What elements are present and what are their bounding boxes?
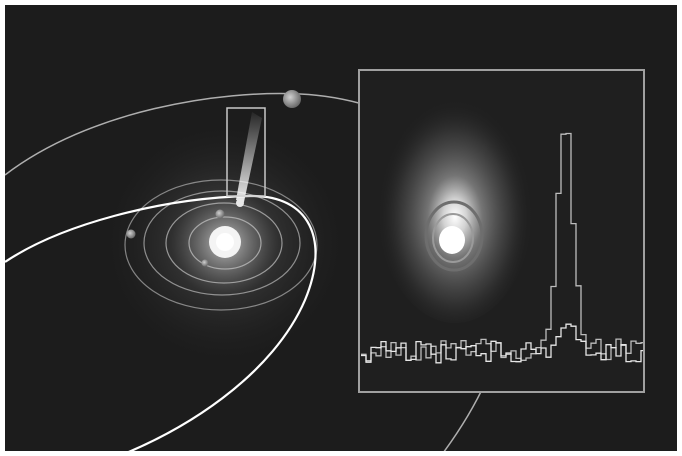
comet-orbit [5,194,317,451]
comet-coma-image [377,87,533,323]
comet-zoom-box [226,107,266,197]
comet [236,199,244,207]
inner-planet [126,229,136,239]
inner-orbit [165,202,283,284]
sun-core [216,233,234,251]
inner-orbit [124,179,318,311]
comet-tail [236,112,262,202]
coma-contour [424,200,484,272]
inset-panel [358,69,645,393]
inner-planet [201,259,209,267]
comet-nucleus [439,226,465,254]
inset-border [358,69,645,393]
spectrum-series-b [361,323,643,364]
outer-planet [283,90,301,108]
inner-orbit [143,190,301,296]
inner-orbit [188,216,262,270]
inner-planet [215,209,225,219]
coma-contour [432,213,474,263]
